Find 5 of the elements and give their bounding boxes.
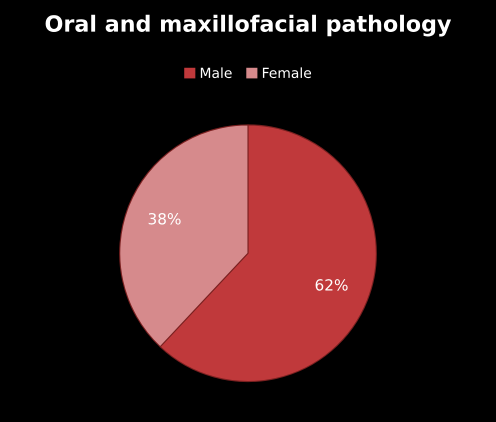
legend-label: Female [262, 67, 312, 78]
data-label: 62% [316, 279, 348, 291]
legend-label: Male [200, 67, 232, 78]
data-label: 38% [148, 213, 181, 225]
chart-title: Oral and maxillofacial pathology [46, 14, 452, 36]
